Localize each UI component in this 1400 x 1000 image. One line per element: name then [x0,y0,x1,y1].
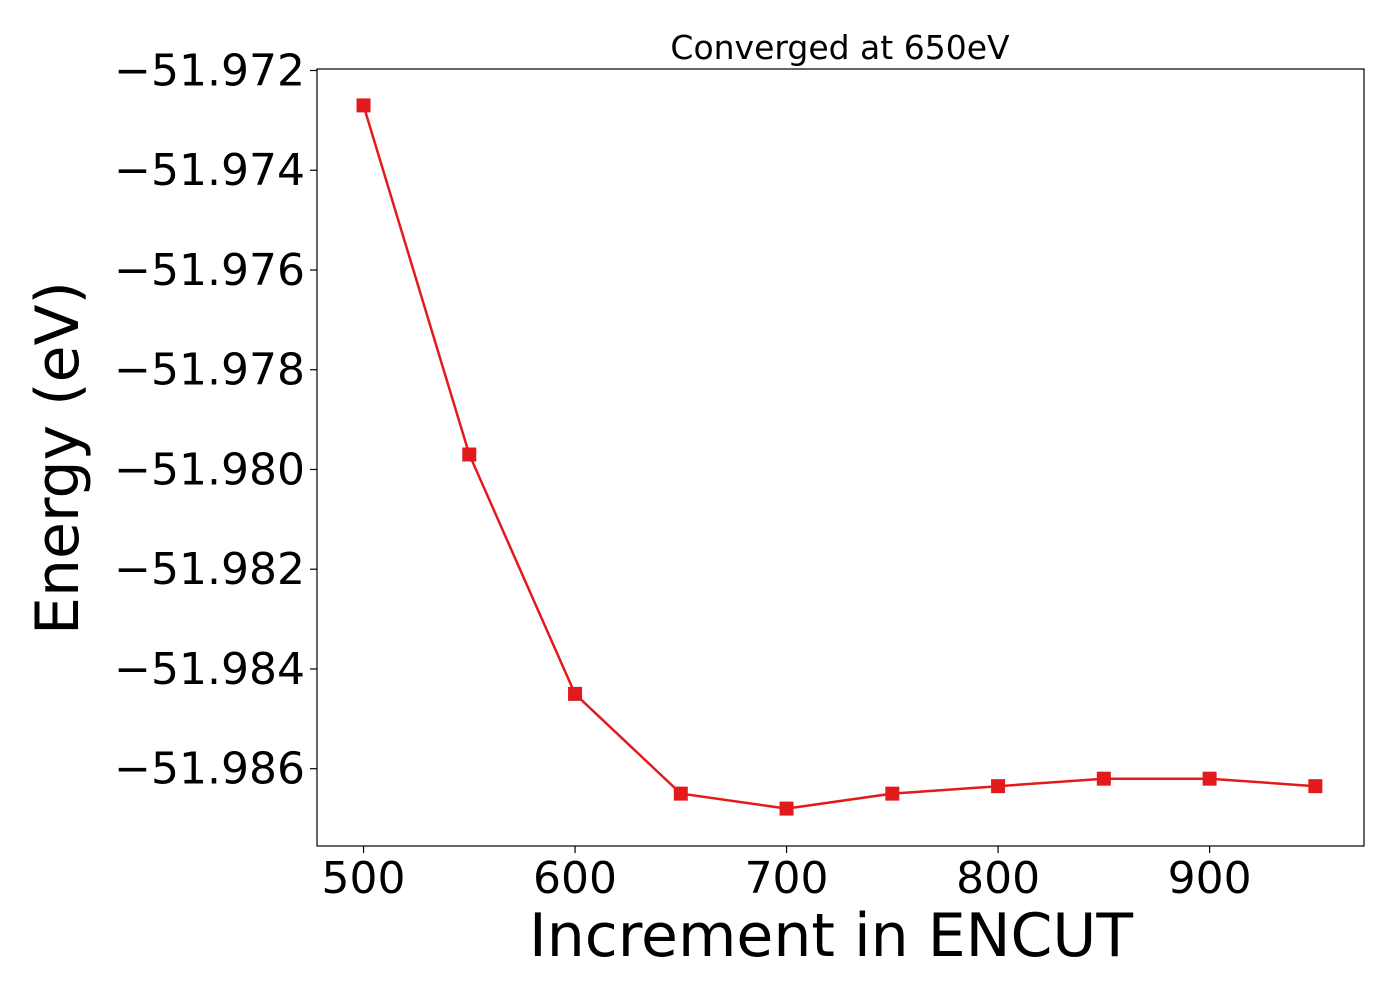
data-point-marker [462,447,477,462]
y-axis: −51.972 −51.974 −51.976 −51.978 −51.980 −51.9… [114,45,317,795]
y-tick-label: −51.980 [114,444,305,495]
data-point-marker [673,786,688,801]
x-tick-label: 800 [956,853,1040,904]
series-layer [356,98,1323,816]
y-tick-label: −51.978 [114,345,305,396]
y-tick-label: −51.984 [114,644,305,695]
y-tick-label: −51.982 [114,544,305,595]
y-tick-label: −51.976 [114,245,305,296]
data-point-marker [1308,779,1323,794]
data-point-marker [885,786,900,801]
x-axis-label: Increment in ENCUT [529,901,1133,971]
data-point-marker [1202,771,1217,786]
x-axis: 500 600 700 800 900 [322,846,1252,904]
data-point-marker [991,779,1006,794]
x-tick-label: 900 [1168,853,1252,904]
data-point-marker [779,801,794,816]
x-tick-label: 700 [745,853,829,904]
data-point-marker [568,686,583,701]
series-line [362,105,1316,810]
x-tick-label: 500 [322,853,406,904]
data-point-marker [1096,771,1111,786]
y-axis-label: Energy (eV) [23,281,93,635]
x-tick-label: 600 [533,853,617,904]
data-point-marker [356,98,371,113]
chart-title: Converged at 650eV [670,28,1010,67]
y-tick-label: −51.974 [114,145,305,196]
y-tick-label: −51.986 [114,744,305,795]
plot-area-frame [316,68,1365,847]
y-tick-label: −51.972 [114,45,305,96]
